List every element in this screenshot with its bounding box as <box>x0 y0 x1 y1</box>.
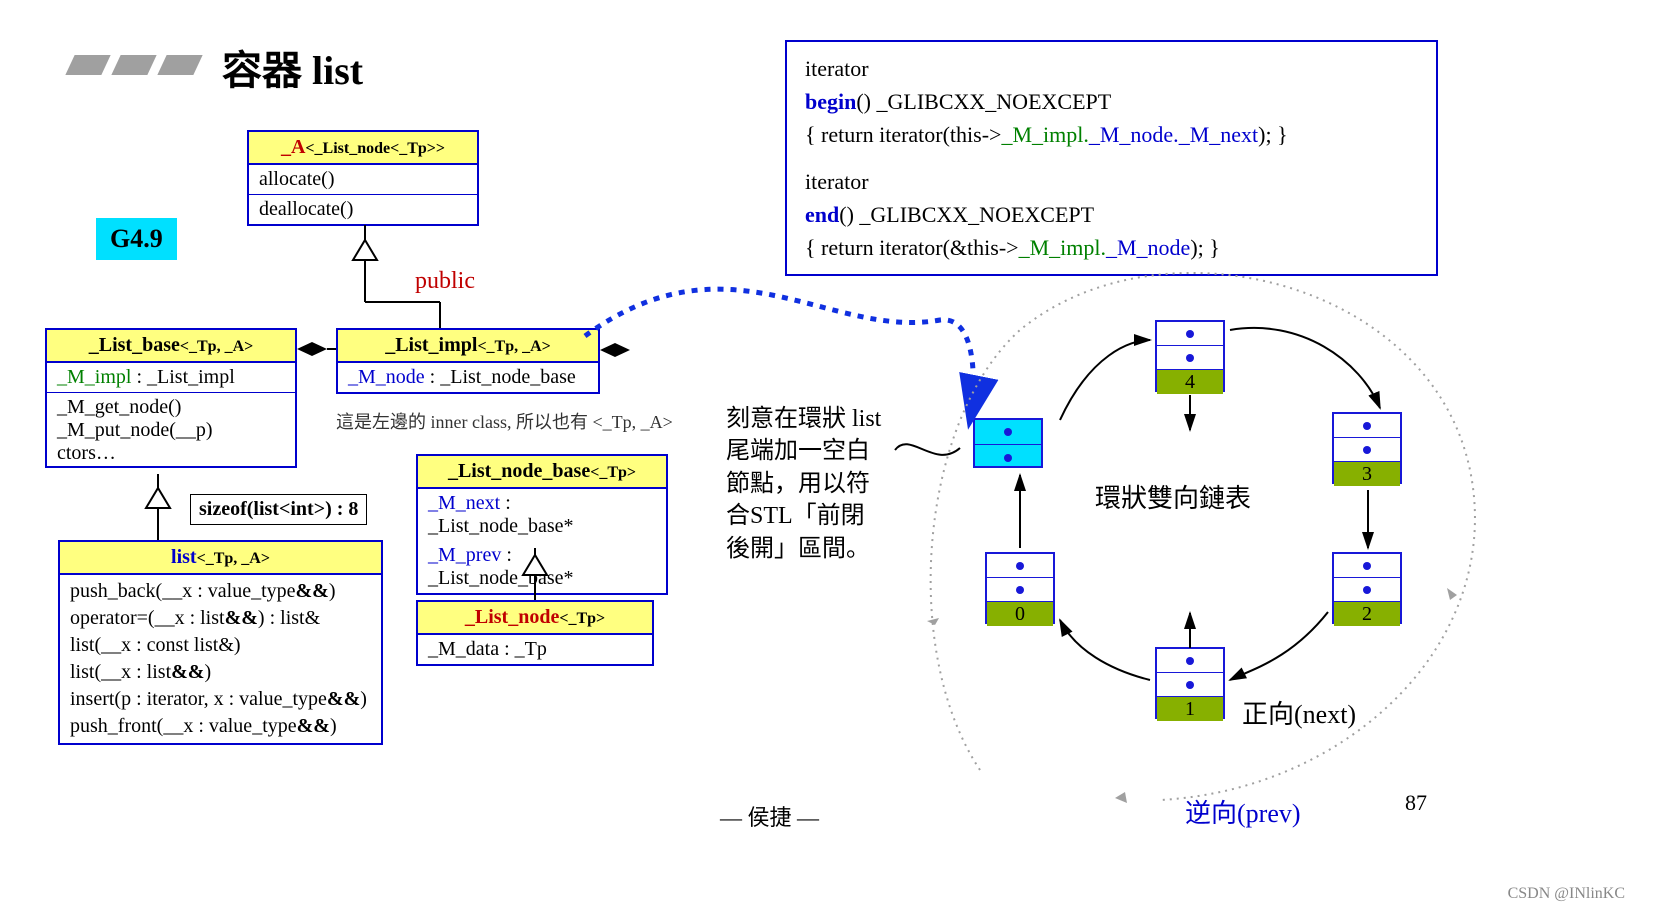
uml-box-list: list<_Tp, _A> push_back(__x : value_type… <box>58 540 383 745</box>
ring-node-1: 1 <box>1155 647 1225 719</box>
ring-node-0: 0 <box>985 552 1055 624</box>
ring-node-4: 4 <box>1155 320 1225 392</box>
prev-label: 逆向(prev) <box>1185 793 1301 830</box>
header-slashes <box>70 55 198 75</box>
uml-box-list-impl: _List_impl<_Tp, _A> _M_node : _List_node… <box>336 328 600 394</box>
credit: CSDN @INlinKC <box>1508 885 1625 903</box>
page-number: 87 <box>1405 790 1427 816</box>
footer-author: — 侯捷 — <box>720 800 819 832</box>
next-label: 正向(next) <box>1242 694 1356 731</box>
code-box: iterator begin() _GLIBCXX_NOEXCEPT { ret… <box>785 40 1438 276</box>
sizeof-badge: sizeof(list<int>) : 8 <box>190 494 367 525</box>
ring-empty-node <box>973 418 1043 468</box>
list-impl-note: 這是左邊的 inner class, 所以也有 <_Tp, _A> <box>336 408 673 434</box>
uml-a-head: _A <box>281 136 305 158</box>
ring-note: 刻意在環狀 list 尾端加一空白 節點，用以符 合STL「前閉 後開」區間。 <box>726 403 881 565</box>
uml-box-list-base: _List_base<_Tp, _A> _M_impl : _List_impl… <box>45 328 297 468</box>
uml-box-a: _A<_List_node<_Tp>> allocate() deallocat… <box>247 130 479 226</box>
page-title: 容器 list <box>222 38 363 96</box>
ring-node-2: 2 <box>1332 552 1402 624</box>
uml-box-list-node: _List_node<_Tp> _M_data : _Tp <box>416 600 654 666</box>
ring-node-3: 3 <box>1332 412 1402 484</box>
public-label: public <box>415 268 475 295</box>
uml-box-list-node-base: _List_node_base<_Tp> _M_next : _List_nod… <box>416 454 668 595</box>
version-badge: G4.9 <box>96 218 177 260</box>
ring-center-label: 環狀雙向鏈表 <box>1095 478 1251 515</box>
